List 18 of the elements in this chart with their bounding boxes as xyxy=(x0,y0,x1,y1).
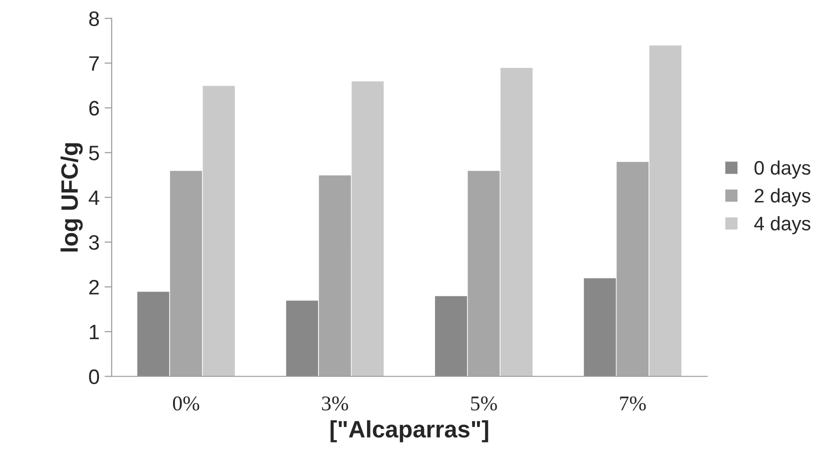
y-tick-label: 4 xyxy=(88,190,100,205)
y-tick-label: 8 xyxy=(89,11,99,26)
y-tick-label: 7 xyxy=(89,56,99,71)
x-tick-label: 3% xyxy=(322,396,348,411)
x-tick-label: 5% xyxy=(471,396,497,411)
legend-label: 0 days xyxy=(754,160,810,179)
y-tick-label: 6 xyxy=(89,100,99,116)
y-tick-label: 0 xyxy=(89,369,100,384)
x-tick-label: 7% xyxy=(620,396,646,411)
legend-label: 4 days xyxy=(754,216,810,234)
y-tick-label: 1 xyxy=(90,324,99,340)
y-tick-label: 3 xyxy=(89,235,99,250)
x-axis-title: ["Alcaparras"] xyxy=(330,420,488,442)
legend-label: 2 days xyxy=(754,188,810,206)
y-tick-label: 2 xyxy=(89,280,99,294)
y-axis-title: log UFC/g xyxy=(60,143,83,252)
x-tick-label: 0% xyxy=(172,396,200,411)
y-tick-label: 5 xyxy=(89,146,99,160)
